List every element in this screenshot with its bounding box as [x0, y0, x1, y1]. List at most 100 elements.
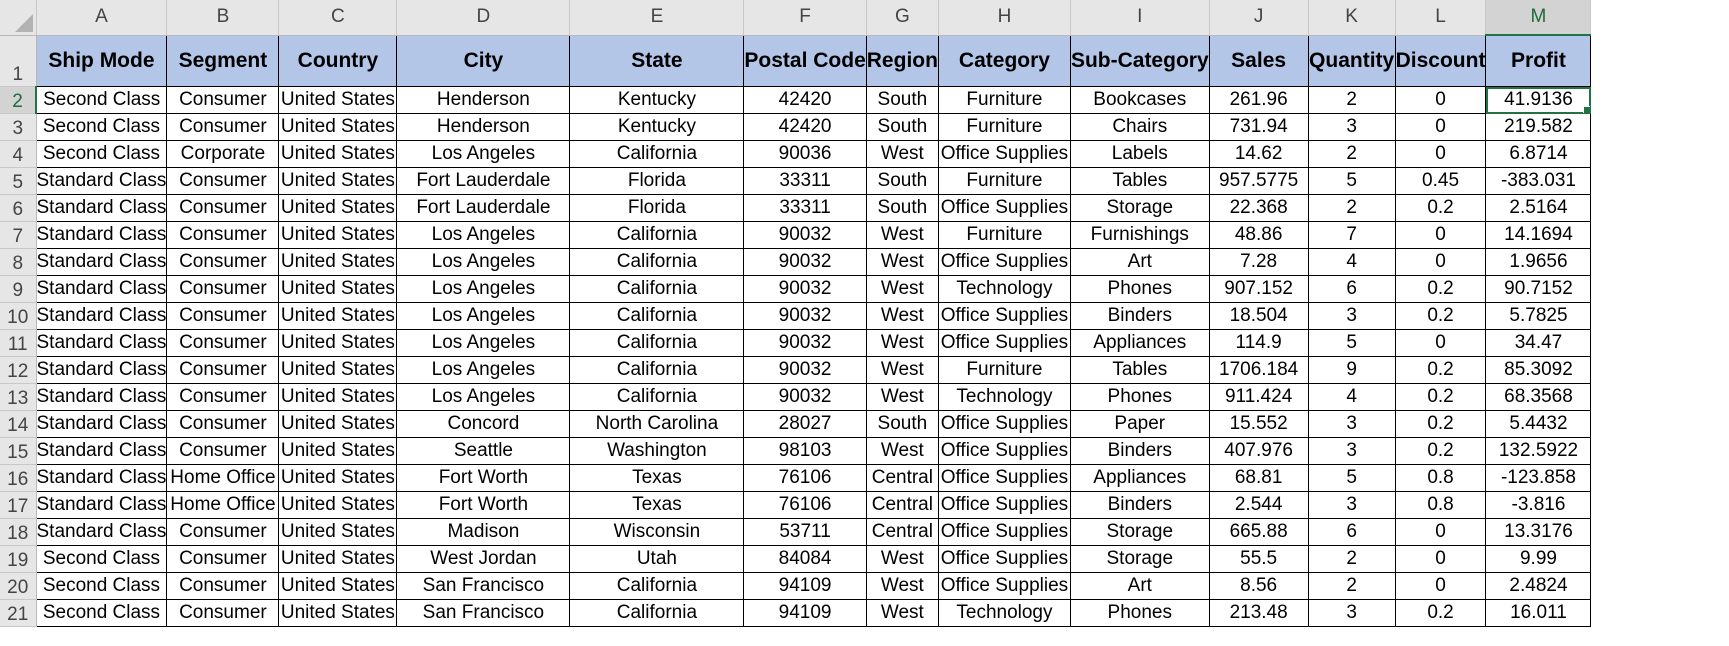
cell[interactable]: West — [865, 302, 939, 330]
cell[interactable]: 0.8 — [1394, 491, 1487, 519]
header-cell[interactable]: Postal Code — [743, 34, 867, 87]
cell[interactable]: 90032 — [743, 329, 867, 357]
cell[interactable]: United States — [278, 221, 398, 249]
cell[interactable]: 90032 — [743, 383, 867, 411]
cell[interactable]: 0.2 — [1394, 437, 1487, 465]
cell[interactable]: Henderson — [396, 113, 571, 141]
row-header[interactable]: 15 — [0, 437, 37, 465]
cell[interactable]: 0.2 — [1394, 356, 1487, 384]
cell[interactable]: Consumer — [166, 383, 280, 411]
cell[interactable]: 33311 — [743, 167, 867, 195]
column-header-j[interactable]: J — [1209, 0, 1309, 36]
fill-handle[interactable] — [1583, 106, 1590, 113]
cell[interactable]: Standard Class — [35, 491, 168, 519]
cell[interactable]: 5 — [1307, 167, 1396, 195]
cell[interactable]: 2 — [1307, 140, 1396, 168]
cell[interactable]: United States — [278, 194, 398, 222]
cell[interactable]: 3 — [1307, 599, 1396, 627]
cell[interactable]: Consumer — [166, 329, 280, 357]
cell[interactable]: Furniture — [937, 86, 1071, 114]
cell[interactable]: Los Angeles — [396, 302, 571, 330]
cell[interactable]: 0 — [1394, 545, 1487, 573]
cell[interactable]: West — [865, 275, 939, 303]
cell[interactable]: Standard Class — [35, 167, 168, 195]
cell[interactable]: 0.2 — [1394, 599, 1487, 627]
cell[interactable]: West — [865, 221, 939, 249]
cell[interactable]: West — [865, 545, 939, 573]
cell[interactable]: 5.7825 — [1485, 302, 1592, 330]
header-cell[interactable]: Sales — [1208, 34, 1309, 87]
cell[interactable]: Paper — [1069, 410, 1210, 438]
column-header-m[interactable]: M — [1485, 0, 1592, 36]
cell[interactable]: Bookcases — [1069, 86, 1210, 114]
cell[interactable]: West — [865, 383, 939, 411]
cell[interactable]: 14.1694 — [1485, 221, 1592, 249]
cell[interactable]: West — [865, 572, 939, 600]
header-cell[interactable]: Quantity — [1307, 34, 1396, 87]
cell[interactable]: Phones — [1069, 599, 1210, 627]
cell[interactable]: Fort Worth — [396, 491, 571, 519]
cell[interactable]: Office Supplies — [937, 491, 1071, 519]
cell[interactable]: Tables — [1069, 167, 1210, 195]
cell[interactable]: 9 — [1307, 356, 1396, 384]
cell[interactable]: Art — [1069, 248, 1210, 276]
cell[interactable]: 98103 — [743, 437, 867, 465]
cell[interactable]: 76106 — [743, 464, 867, 492]
cell[interactable]: 90036 — [743, 140, 867, 168]
cell[interactable]: Central — [865, 518, 939, 546]
cell[interactable]: 85.3092 — [1485, 356, 1592, 384]
cell[interactable]: 6 — [1307, 275, 1396, 303]
cell[interactable]: California — [569, 329, 745, 357]
cell[interactable]: Henderson — [396, 86, 571, 114]
cell[interactable]: 6 — [1307, 518, 1396, 546]
cell[interactable]: 2 — [1307, 545, 1396, 573]
cell[interactable]: San Francisco — [396, 599, 571, 627]
cell[interactable]: Los Angeles — [396, 356, 571, 384]
cell[interactable]: Binders — [1069, 491, 1210, 519]
cell[interactable]: Standard Class — [35, 356, 168, 384]
row-header[interactable]: 12 — [0, 356, 37, 384]
cell[interactable]: Fort Worth — [396, 464, 571, 492]
cell[interactable]: Consumer — [166, 545, 280, 573]
cell[interactable]: Texas — [569, 464, 745, 492]
header-cell[interactable]: Sub-Category — [1069, 34, 1210, 87]
cell[interactable]: 407.976 — [1208, 437, 1309, 465]
cell[interactable]: 9.99 — [1485, 545, 1592, 573]
cell[interactable]: 0 — [1394, 329, 1487, 357]
cell[interactable]: 53711 — [743, 518, 867, 546]
cell[interactable]: Second Class — [35, 599, 168, 627]
cell[interactable]: Consumer — [166, 410, 280, 438]
cell[interactable]: 0.2 — [1394, 275, 1487, 303]
cell[interactable]: 28027 — [743, 410, 867, 438]
cell[interactable]: 261.96 — [1208, 86, 1309, 114]
active-cell[interactable]: 41.9136 — [1485, 86, 1592, 114]
cell[interactable]: 7 — [1307, 221, 1396, 249]
cell[interactable]: 84084 — [743, 545, 867, 573]
cell[interactable]: Second Class — [35, 140, 168, 168]
cell[interactable]: 94109 — [743, 572, 867, 600]
cell[interactable]: Consumer — [166, 113, 280, 141]
cell[interactable]: 0 — [1394, 248, 1487, 276]
cell[interactable]: United States — [278, 383, 398, 411]
cell[interactable]: Second Class — [35, 572, 168, 600]
cell[interactable]: Consumer — [166, 275, 280, 303]
cell[interactable]: 0.45 — [1394, 167, 1487, 195]
cell[interactable]: West — [865, 599, 939, 627]
row-header[interactable]: 4 — [0, 140, 37, 168]
cell[interactable]: United States — [278, 329, 398, 357]
cell[interactable]: Office Supplies — [937, 302, 1071, 330]
cell[interactable]: West — [865, 329, 939, 357]
cell[interactable]: United States — [278, 167, 398, 195]
cell[interactable]: Fort Lauderdale — [396, 194, 571, 222]
cell[interactable]: 18.504 — [1208, 302, 1309, 330]
cell[interactable]: 2 — [1307, 194, 1396, 222]
cell[interactable]: 42420 — [743, 113, 867, 141]
cell[interactable]: North Carolina — [569, 410, 745, 438]
row-header[interactable]: 18 — [0, 518, 37, 546]
cell[interactable]: -3.816 — [1485, 491, 1592, 519]
cell[interactable]: Technology — [937, 599, 1071, 627]
row-header[interactable]: 10 — [0, 302, 37, 330]
row-header[interactable]: 14 — [0, 410, 37, 438]
cell[interactable]: 0.2 — [1394, 194, 1487, 222]
cell[interactable]: Standard Class — [35, 464, 168, 492]
